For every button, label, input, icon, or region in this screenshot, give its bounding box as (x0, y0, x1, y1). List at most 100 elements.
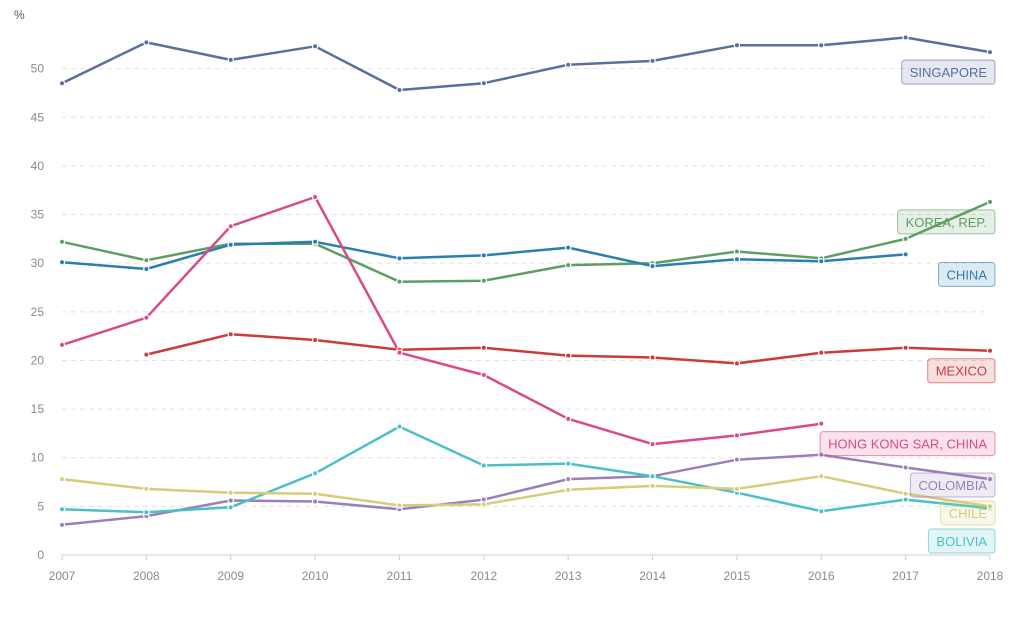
data-point-china-4 (396, 255, 403, 262)
data-point-bolivia-4 (396, 423, 403, 430)
data-point-korea-rep-5 (480, 277, 488, 284)
x-tick-label-2007: 2007 (49, 569, 76, 583)
series-label-box-mexico (927, 358, 996, 384)
y-tick-label-10: 10 (31, 451, 45, 465)
data-point-china-5 (480, 252, 488, 259)
series-line-chile (60, 474, 992, 508)
data-point-mexico-10 (986, 347, 994, 354)
data-point-bolivia-7 (649, 473, 656, 480)
data-point-mexico-0 (143, 351, 150, 358)
data-point-hong-kong-sar-china-3 (311, 193, 319, 201)
data-point-colombia-0 (58, 521, 66, 529)
gridlines (62, 68, 990, 507)
data-point-mexico-6 (649, 354, 656, 361)
data-point-china-1 (143, 265, 150, 273)
series-line-korea-rep (60, 200, 992, 283)
data-point-bolivia-2 (227, 504, 234, 511)
series-line-hong-kong-sar-china (60, 195, 823, 446)
series-line-colombia (60, 453, 992, 527)
series-label-colombia: COLOMBIA (909, 472, 996, 498)
series-label-chile: CHILE (940, 500, 996, 526)
data-point-china-8 (733, 256, 741, 263)
y-tick-label-45: 45 (31, 110, 45, 124)
x-tick-label-2011: 2011 (387, 569, 413, 583)
series-label-text-korea-rep: KOREA, REP. (906, 215, 987, 230)
x-tick-label-2010: 2010 (302, 569, 329, 583)
series-label-box-bolivia (927, 528, 996, 554)
data-point-singapore-6 (564, 61, 572, 68)
series-label-text-hong-kong-sar-china: HONG KONG SAR, CHINA (828, 437, 987, 452)
y-tick-label-30: 30 (31, 256, 45, 270)
x-tick-label-2014: 2014 (639, 569, 666, 583)
data-point-korea-rep-1 (143, 257, 150, 264)
data-point-chile-0 (58, 475, 66, 483)
x-tick-label-2017: 2017 (892, 569, 919, 583)
data-point-colombia-8 (733, 456, 741, 463)
data-point-korea-rep-8 (733, 248, 741, 255)
series-label-box-colombia (909, 472, 996, 498)
y-tick-label-15: 15 (31, 402, 45, 416)
series-label-box-chile (940, 500, 996, 526)
data-point-korea-rep-11 (986, 198, 994, 206)
data-point-hong-kong-sar-china-8 (733, 432, 741, 439)
data-point-colombia-6 (564, 475, 572, 483)
data-point-bolivia-0 (58, 506, 66, 513)
data-point-singapore-8 (733, 42, 741, 49)
data-point-hong-kong-sar-china-7 (649, 440, 656, 448)
data-point-korea-rep-10 (902, 235, 909, 243)
series-label-text-singapore: SINGAPORE (910, 65, 988, 80)
x-tick-label-2009: 2009 (217, 569, 244, 583)
data-point-singapore-7 (649, 57, 656, 65)
x-tick-label-2016: 2016 (808, 569, 835, 583)
series-label-china: CHINA (938, 261, 996, 287)
data-point-colombia-11 (986, 475, 994, 483)
data-point-mexico-2 (311, 336, 319, 344)
series-label-korea-rep: KOREA, REP. (897, 209, 996, 235)
data-point-singapore-9 (818, 42, 825, 49)
series-label-text-colombia: COLOMBIA (918, 478, 987, 493)
data-point-hong-kong-sar-china-9 (818, 420, 825, 427)
data-points (58, 34, 994, 529)
series-line-bolivia (60, 425, 992, 514)
data-point-chile-11 (986, 503, 994, 510)
y-tick-label-25: 25 (31, 305, 45, 319)
x-tick-label-2013: 2013 (555, 569, 582, 583)
data-point-chile-9 (818, 473, 825, 480)
data-point-mexico-1 (227, 330, 234, 338)
series-label-text-china: CHINA (947, 267, 988, 282)
data-point-hong-kong-sar-china-4 (396, 349, 403, 356)
data-point-mexico-8 (818, 349, 825, 356)
y-tick-label-0: 0 (37, 548, 44, 562)
series-label-text-chile: CHILE (949, 506, 988, 521)
x-tick-label-2015: 2015 (724, 569, 751, 583)
series-label-box-hong-kong-sar-china (819, 431, 996, 457)
data-point-bolivia-10 (902, 496, 909, 503)
data-point-chile-7 (649, 482, 656, 490)
series-line-singapore (60, 36, 992, 92)
series-label-text-mexico: MEXICO (936, 364, 987, 379)
data-point-china-9 (818, 258, 825, 265)
series-labels: SINGAPORE KOREA, REP. CHINA MEXICO HONG KONG… (819, 59, 996, 554)
y-unit-label: % (14, 8, 25, 22)
data-point-chile-3 (311, 490, 319, 497)
series-label-bolivia: BOLIVIA (927, 528, 996, 554)
data-point-china-0 (58, 259, 66, 266)
series-label-box-singapore (901, 59, 996, 85)
data-point-china-6 (564, 244, 572, 251)
y-tick-label-50: 50 (31, 62, 45, 76)
data-point-hong-kong-sar-china-1 (143, 314, 150, 321)
data-point-hong-kong-sar-china-5 (480, 371, 488, 379)
data-point-chile-6 (564, 486, 572, 494)
data-point-chile-10 (902, 490, 909, 497)
data-point-colombia-3 (311, 498, 319, 505)
y-tick-label-20: 20 (31, 353, 45, 367)
data-point-colombia-2 (227, 497, 234, 504)
data-point-korea-rep-0 (58, 238, 66, 245)
data-point-chile-4 (396, 502, 403, 509)
data-point-colombia-10 (902, 464, 909, 471)
data-point-hong-kong-sar-china-0 (58, 341, 66, 349)
data-point-korea-rep-4 (396, 278, 403, 285)
y-tick-label-5: 5 (37, 499, 44, 513)
data-point-hong-kong-sar-china-6 (564, 415, 572, 423)
